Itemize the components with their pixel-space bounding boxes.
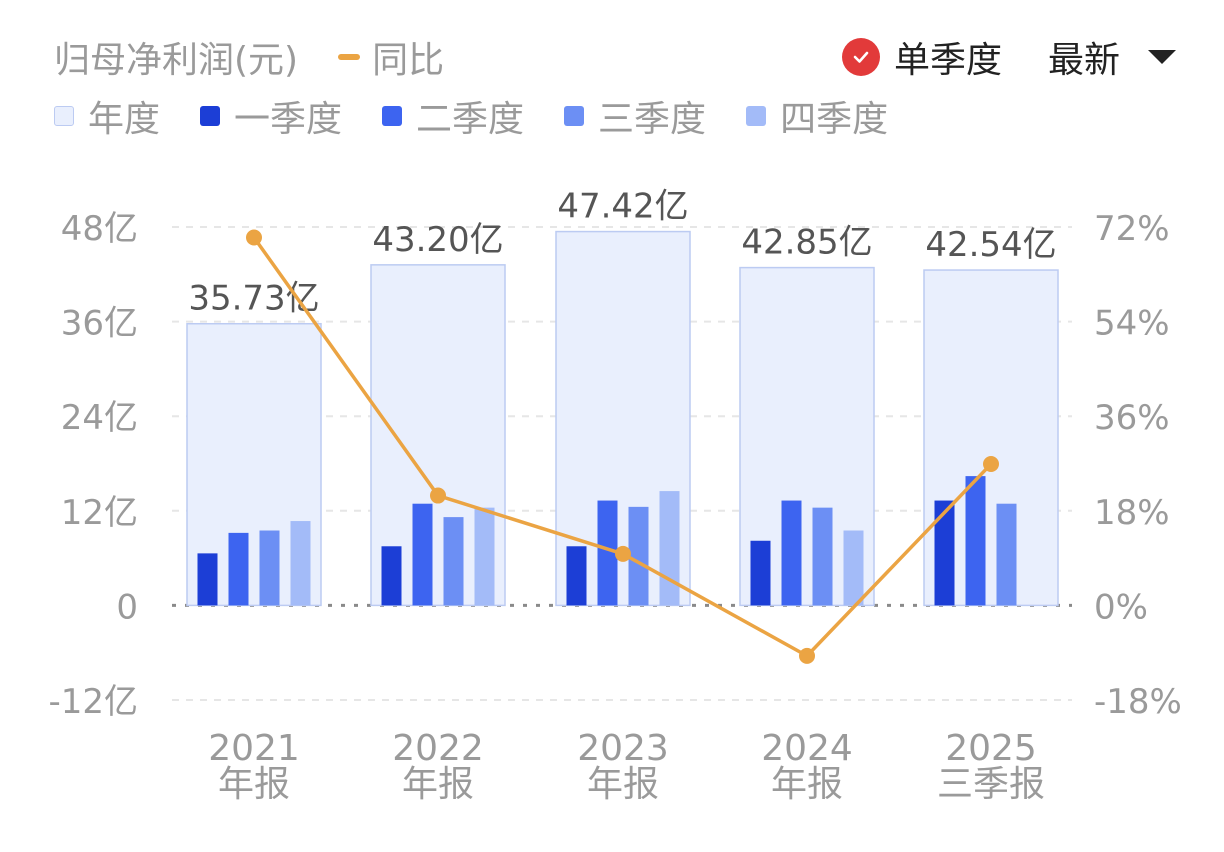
y-left-tick-label: -12亿 (48, 682, 138, 722)
y-right-tick-label: 36% (1094, 398, 1170, 438)
dropdown-triangle-icon[interactable] (1148, 50, 1176, 64)
x-tick-label-period: 三季报 (937, 764, 1045, 805)
x-tick-label-year: 2021 (208, 728, 300, 769)
quarter-bar (474, 507, 495, 606)
quarter-bar (259, 530, 280, 606)
legend-item-0[interactable]: 年度 (54, 90, 160, 142)
annual-value-label: 43.20亿 (372, 220, 503, 260)
quarter-bar (843, 530, 864, 606)
legend-swatch (382, 106, 403, 126)
legend-swatch (54, 106, 74, 126)
quarter-bar (290, 521, 311, 606)
legend-swatch (200, 106, 221, 126)
quarter-bar (443, 517, 464, 606)
x-tick-label-period: 年报 (402, 764, 474, 805)
x-tick-label-period: 年报 (587, 764, 659, 805)
yoy-point (983, 456, 999, 473)
yoy-point (246, 229, 262, 246)
quarter-bar (381, 546, 402, 606)
x-tick-label-period: 年报 (218, 764, 290, 805)
y-right-tick-label: 0% (1094, 587, 1148, 627)
legend-label: 年度 (88, 99, 161, 140)
legend: 年度 一季度 二季度 三季度 四季度 (54, 92, 928, 140)
quarter-bar (996, 503, 1017, 606)
legend-swatch (746, 106, 767, 126)
quarter-bar (750, 540, 771, 606)
quarter-bar (597, 500, 618, 606)
controls: 单季度 最新 (841, 32, 1176, 82)
quarter-bar (197, 553, 218, 606)
y-right-tick-label: 54% (1094, 304, 1170, 344)
legend-label: 二季度 (416, 99, 525, 140)
quarter-bar (934, 500, 955, 606)
y-left-tick-label: 48亿 (61, 209, 138, 249)
single-quarter-toggle[interactable]: 单季度 (893, 40, 1002, 81)
legend-item-4[interactable]: 四季度 (746, 90, 888, 142)
chart-header: 归母净利润(元) 同比 单季度 最新 年度 一季度 二季度 三季度 四季度 (0, 0, 1224, 150)
legend-item-3[interactable]: 三季度 (564, 90, 706, 142)
legend-label: 四季度 (780, 99, 889, 140)
annual-value-label: 35.73亿 (188, 279, 319, 319)
y-left-tick-label: 0 (116, 587, 138, 627)
annual-value-label: 42.85亿 (741, 223, 872, 263)
y-right-tick-label: -18% (1094, 682, 1182, 722)
y-right-tick-label: 18% (1094, 493, 1170, 533)
yoy-legend-marker (338, 54, 361, 60)
y-right-tick-label: 72% (1094, 209, 1170, 249)
sort-dropdown[interactable]: 最新 (1047, 40, 1120, 81)
quarter-bar (659, 491, 680, 606)
legend-label: 三季度 (598, 99, 707, 140)
x-tick-label-year: 2025 (945, 728, 1037, 769)
x-tick-label-year: 2022 (392, 728, 484, 769)
title-row: 归母净利润(元) 同比 (54, 32, 444, 82)
legend-item-2[interactable]: 二季度 (382, 90, 524, 142)
yoy-point (615, 545, 631, 562)
legend-label: 一季度 (234, 99, 343, 140)
x-tick-label-year: 2024 (761, 728, 853, 769)
annual-value-label: 47.42亿 (557, 187, 688, 227)
quarter-bar (566, 546, 587, 606)
legend-item-1[interactable]: 一季度 (200, 90, 342, 142)
quarter-bar (965, 476, 986, 606)
quarter-bar (812, 507, 833, 606)
legend-swatch (564, 106, 585, 126)
yoy-point (799, 647, 815, 664)
x-tick-label-year: 2023 (577, 728, 669, 769)
y-left-tick-label: 36亿 (61, 304, 138, 344)
quarter-bar (228, 532, 249, 606)
y-left-tick-label: 24亿 (61, 398, 138, 438)
chart-title: 归母净利润(元) (54, 40, 299, 81)
quarter-bar (412, 503, 433, 606)
quarter-bar (781, 500, 802, 606)
yoy-point (430, 487, 446, 504)
single-quarter-check-icon[interactable] (841, 38, 880, 76)
annual-value-label: 42.54亿 (925, 225, 1056, 265)
yoy-legend-label[interactable]: 同比 (372, 40, 445, 81)
y-left-tick-label: 12亿 (61, 493, 138, 533)
x-tick-label-period: 年报 (771, 764, 843, 805)
quarter-bar (628, 506, 649, 606)
